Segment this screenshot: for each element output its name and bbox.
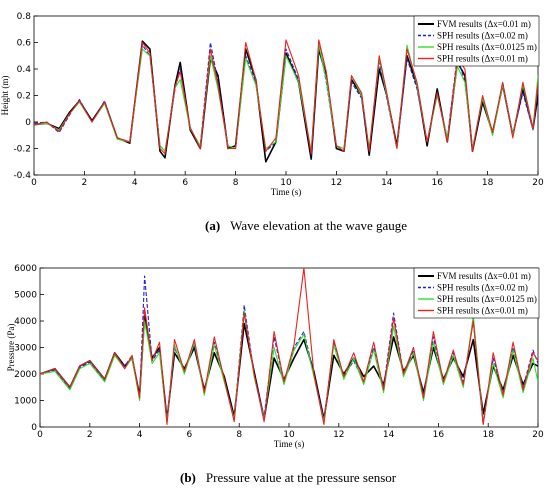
chart-b-ytick-label: 5000 <box>14 291 37 301</box>
chart-b-legend-label-3: SPH results (Δx=0.0125 m) <box>437 294 537 304</box>
chart-b-series-line-3 <box>40 309 538 423</box>
chart-a-legend-label-3: SPH results (Δx=0.0125 m) <box>437 42 537 52</box>
chart-b-xtick-label: 6 <box>187 430 193 440</box>
chart-b-xtick-label: 8 <box>236 430 242 440</box>
chart-a-ytick-label: 0 <box>25 118 31 128</box>
chart-a-ytick-label: 0.8 <box>17 12 32 22</box>
chart-b-ytick-label: 6000 <box>14 264 37 274</box>
chart-a-ytick-label: 0.4 <box>17 65 32 75</box>
chart-a-xtick-label: 10 <box>280 178 292 188</box>
chart-b-xtick-label: 16 <box>433 430 445 440</box>
chart-a-xtick-label: 18 <box>482 178 494 188</box>
chart-b-ytick-label: 0 <box>31 423 37 433</box>
chart-a-legend-box <box>413 15 540 67</box>
chart-b-legend-label-1: FVM results (Δx=0.01 m) <box>437 271 531 281</box>
chart-a-xtick-label: 0 <box>31 178 37 188</box>
chart-a-series-line-3 <box>34 44 538 152</box>
chart-a-xtick-label: 4 <box>132 178 138 188</box>
chart-b-ytick-label: 4000 <box>14 317 37 327</box>
chart-pressure: 0 2 4 6 8 10 12 14 16 18 20 0 1000 2000 3000 4000 5000 60… <box>6 264 544 449</box>
chart-b-xtick-label: 12 <box>333 430 344 440</box>
chart-a-ytick-label: -0.4 <box>13 171 31 181</box>
chart-a-xtick-label: 6 <box>182 178 188 188</box>
chart-a-xtick-label: 12 <box>331 178 342 188</box>
chart-b-xtick-label: 14 <box>383 430 395 440</box>
chart-b-xtick-label: 18 <box>482 430 494 440</box>
chart-b-legend-label-2: SPH results (Δx=0.02 m) <box>437 283 528 293</box>
caption-b-label: (b) <box>180 470 196 485</box>
caption-a-label: (a) <box>205 218 221 233</box>
chart-b-ytick-label: 3000 <box>14 344 37 354</box>
chart-a-legend-label-2: SPH results (Δx=0.02 m) <box>437 31 528 41</box>
chart-b-series-line-4 <box>40 268 538 425</box>
chart-a-xtick-label: 16 <box>431 178 443 188</box>
chart-a-xlabel: Time (s) <box>271 187 301 197</box>
chart-a-legend-label-1: FVM results (Δx=0.01 m) <box>437 19 531 29</box>
chart-b-legend-label-4: SPH results (Δx=0.01 m) <box>437 306 528 316</box>
caption-b: (b) Pressure value at the pressure sensor <box>180 470 396 486</box>
chart-wave-elevation: 0 2 4 6 8 10 12 14 16 18 20 -0.4 -0.2 0 0.2 0.4 0.6 0.8 Ti… <box>0 12 544 197</box>
chart-b-ytick-label: 1000 <box>14 397 37 407</box>
caption-a: (a) Wave elevation at the wave gauge <box>205 218 407 234</box>
chart-b-ylabel: Pressure (Pa) <box>6 324 16 372</box>
caption-b-text: Pressure value at the pressure sensor <box>205 470 397 485</box>
chart-b-xtick-label: 2 <box>87 430 93 440</box>
chart-a-ytick-label: 0.2 <box>17 92 31 102</box>
chart-a-ylabel: Height (m) <box>0 76 10 116</box>
chart-b-xtick-label: 20 <box>532 430 544 440</box>
chart-b-xtick-label: 0 <box>37 430 43 440</box>
chart-b-xlabel: Time (s) <box>274 439 304 449</box>
chart-a-legend-label-4: SPH results (Δx=0.01 m) <box>437 54 528 64</box>
chart-a-ytick-label: 0.6 <box>17 39 32 49</box>
chart-b-xtick-label: 10 <box>283 430 295 440</box>
chart-b-legend-box <box>413 267 540 319</box>
caption-a-text: Wave elevation at the wave gauge <box>230 218 408 233</box>
chart-a-xtick-label: 8 <box>233 178 239 188</box>
chart-a-xtick-label: 20 <box>532 178 544 188</box>
chart-a-xtick-label: 14 <box>381 178 393 188</box>
chart-b-ytick-label: 2000 <box>14 370 37 380</box>
chart-b-xtick-label: 4 <box>137 430 143 440</box>
chart-a-ytick-label: -0.2 <box>13 145 31 155</box>
chart-a-xtick-label: 2 <box>82 178 88 188</box>
